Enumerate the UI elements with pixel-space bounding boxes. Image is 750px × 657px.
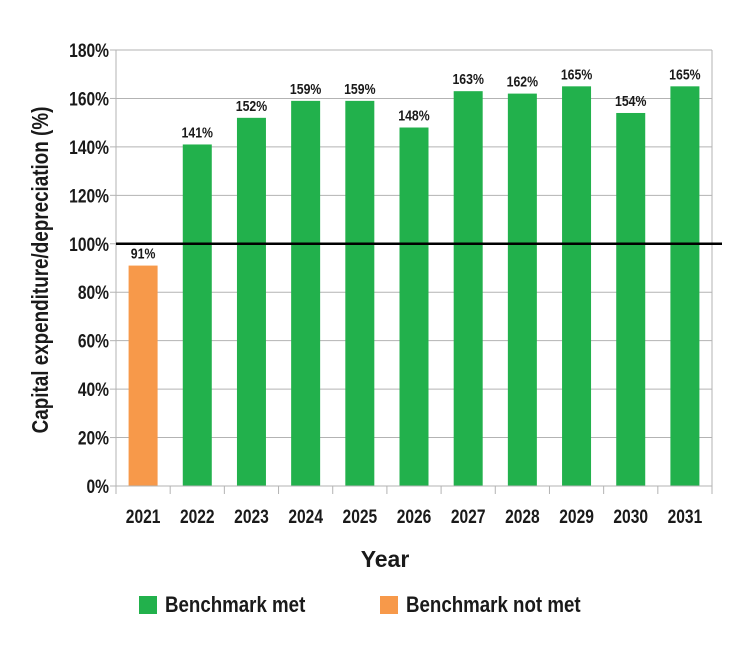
- legend: Benchmark met Benchmark not met: [0, 585, 750, 625]
- bar: [291, 100, 321, 486]
- x-tick-label: 2031: [668, 506, 703, 528]
- x-tick-label: 2030: [613, 506, 648, 528]
- y-tick-label: 20%: [78, 427, 109, 449]
- bar: [507, 93, 537, 486]
- bar: [562, 86, 592, 486]
- y-tick-label: 120%: [69, 185, 109, 207]
- x-tick-label: 2025: [343, 506, 378, 528]
- y-tick-label: 160%: [69, 88, 109, 110]
- bar: [453, 91, 483, 486]
- data-label: 154%: [615, 93, 646, 109]
- data-label: 165%: [561, 66, 592, 82]
- y-tick-label: 0%: [86, 476, 109, 498]
- y-tick-label: 80%: [78, 282, 109, 304]
- bar: [182, 144, 212, 486]
- bars: [128, 86, 700, 487]
- legend-label-met: Benchmark met: [164, 592, 306, 617]
- axes: [110, 49, 722, 494]
- x-tick-label: 2028: [505, 506, 540, 528]
- x-tick-label: 2026: [397, 506, 432, 528]
- legend-label-not-met: Benchmark not met: [405, 592, 581, 617]
- x-axis-title: Year: [361, 546, 410, 572]
- legend-swatch-met: [138, 596, 157, 614]
- y-tick-label: 100%: [69, 233, 109, 255]
- x-tick-label: 2027: [451, 506, 486, 528]
- bar: [670, 86, 700, 486]
- data-label: 148%: [398, 107, 429, 123]
- x-tick-label: 2029: [559, 506, 594, 528]
- bar: [236, 117, 266, 487]
- data-label: 141%: [182, 124, 213, 140]
- data-label: 163%: [452, 71, 483, 87]
- data-label: 152%: [236, 98, 267, 114]
- x-tick-label: 2022: [180, 506, 215, 528]
- labels: 0% 20% 40% 60% 80% 100% 120% 140% 160% 180% 91% 202…: [69, 40, 702, 528]
- data-label: 91%: [131, 245, 156, 261]
- legend-item-met: Benchmark met: [138, 592, 330, 618]
- bar: [128, 265, 158, 486]
- data-label: 162%: [507, 73, 538, 89]
- y-axis-title: Capital expenditure/depreciation (%): [28, 107, 53, 434]
- legend-item-not-met: Benchmark not met: [379, 592, 611, 618]
- x-tick-label: 2023: [234, 506, 269, 528]
- data-label: 159%: [344, 81, 375, 97]
- y-tick-label: 180%: [69, 40, 109, 62]
- bar: [399, 127, 429, 486]
- bar: [616, 112, 646, 486]
- legend-swatch-not-met: [379, 596, 398, 614]
- bar: [345, 100, 375, 486]
- y-tick-label: 140%: [69, 136, 109, 158]
- y-tick-label: 60%: [78, 330, 109, 352]
- x-tick-label: 2021: [126, 506, 161, 528]
- x-tick-label: 2024: [288, 506, 323, 528]
- data-label: 159%: [290, 81, 321, 97]
- y-tick-label: 40%: [78, 379, 109, 401]
- data-label: 165%: [669, 66, 700, 82]
